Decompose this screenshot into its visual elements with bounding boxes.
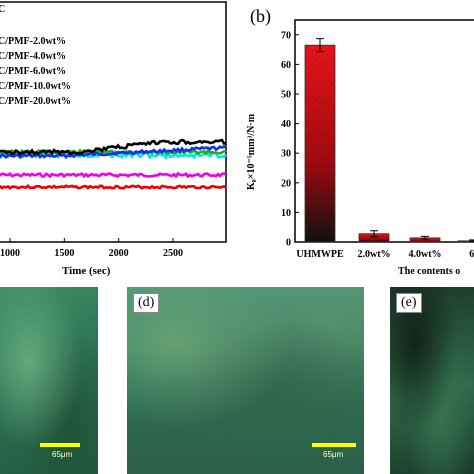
left-legend: C C/PMF-2.0wt% C/PMF-4.0wt% C/PMF-6.0wt% C/P… xyxy=(0,4,71,107)
left-x-tick-label: 1500 xyxy=(54,248,74,259)
legend-entry: C/PMF-20.0wt% xyxy=(0,96,71,107)
left-x-ticks: 1000 1500 2000 2500 xyxy=(0,238,183,259)
scale-bar-c xyxy=(40,443,80,447)
panel-label-b: (b) xyxy=(250,6,271,27)
scale-bar-d xyxy=(312,443,356,447)
legend-entry: C/PMF-10.0wt% xyxy=(0,81,71,92)
bar-x-tick-label: 6. xyxy=(469,249,474,260)
bar-y-tick-label: 20 xyxy=(281,178,291,189)
legend-entry: C/PMF-4.0wt% xyxy=(0,51,66,62)
bar-y-tick-label: 0 xyxy=(286,238,291,249)
left-x-tick-label: 1000 xyxy=(0,248,20,259)
legend-entry: C/PMF-6.0wt% xyxy=(0,66,66,77)
bar-hatch xyxy=(410,237,440,242)
legend-partial-entry: C xyxy=(0,4,5,15)
micrograph-c: 65μm xyxy=(0,287,98,474)
bar-y-tick-label: 70 xyxy=(281,30,291,41)
bar-x-ticks: UHMWPE 2.0wt% 4.0wt% 6. xyxy=(296,249,474,260)
micrograph-e: (e) xyxy=(390,287,474,474)
left-x-tick-label: 2500 xyxy=(163,248,183,259)
bar-y-tick-label: 40 xyxy=(281,119,291,130)
series-blue xyxy=(0,145,227,160)
friction-time-plot: C C/PMF-2.0wt% C/PMF-4.0wt% C/PMF-6.0wt% C/P… xyxy=(0,0,240,285)
bar-y-tick-label: 30 xyxy=(281,149,291,160)
series-red xyxy=(0,183,227,190)
left-series-lines xyxy=(0,138,227,190)
bar-y-axis-label: K₀×10⁻⁵mm³/N·m xyxy=(246,113,257,190)
left-x-tick-label: 2000 xyxy=(109,248,129,259)
bar-hatch xyxy=(359,233,389,242)
panel-label-d: (d) xyxy=(133,293,160,313)
scale-text-c: 65μm xyxy=(52,450,73,459)
micrograph-d: (d) 65μm xyxy=(127,287,364,474)
scale-text-d: 65μm xyxy=(323,450,344,459)
series-black xyxy=(0,138,227,156)
bar-x-axis-label: The contents o xyxy=(398,266,460,277)
bar-x-tick-label: UHMWPE xyxy=(296,249,344,260)
bar-x-tick-label: 4.0wt% xyxy=(408,249,441,260)
bar-x-tick-label: 2.0wt% xyxy=(357,249,390,260)
bar-hatch xyxy=(305,45,335,242)
bar-series xyxy=(304,38,474,243)
bar-hatch xyxy=(458,240,474,242)
wear-rate-bar-chart: (b) 0 10 20 30 40 50 60 70 UHMWPE 2.0wt% 4.0wt% 6.… xyxy=(240,0,474,285)
legend-entry: C/PMF-2.0wt% xyxy=(0,36,66,47)
bar-y-tick-label: 60 xyxy=(281,60,291,71)
bar-y-ticks: 0 10 20 30 40 50 60 70 xyxy=(281,30,299,249)
bar-y-tick-label: 50 xyxy=(281,90,291,101)
bar-y-tick-label: 10 xyxy=(281,208,291,219)
left-plot-frame xyxy=(0,1,227,243)
panel-label-e: (e) xyxy=(396,293,422,313)
series-magenta xyxy=(0,171,227,179)
left-x-axis-label: Time (sec) xyxy=(62,265,111,277)
